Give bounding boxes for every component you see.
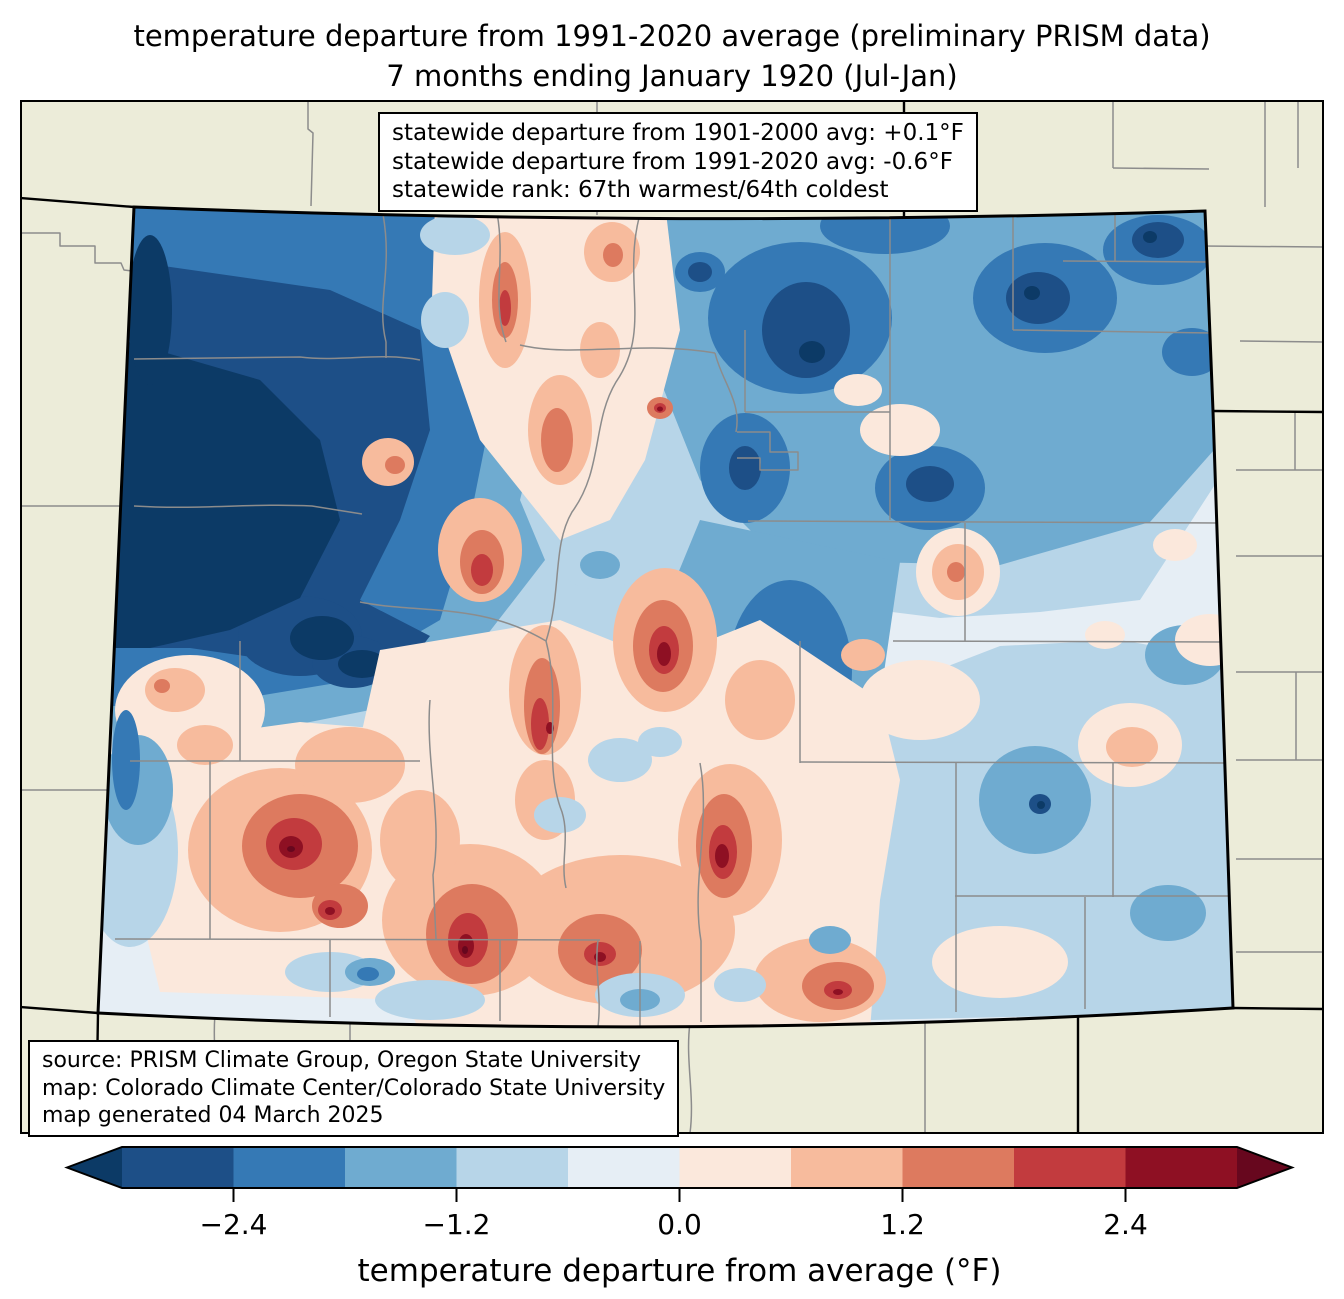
temperature-contours — [98, 207, 1233, 1027]
colorado-state-border — [96, 205, 1235, 1029]
stats-line-rank: statewide rank: 67th warmest/64th coldes… — [392, 177, 889, 203]
tick-label: −2.4 — [200, 1208, 268, 1241]
stats-box: statewide departure from 1901-2000 avg: … — [378, 112, 978, 212]
tick-label: 2.4 — [1103, 1208, 1148, 1241]
tick-label: 1.2 — [880, 1208, 925, 1241]
page-title: temperature departure from 1991-2020 ave… — [0, 16, 1344, 96]
colorbar-under-arrow — [67, 1147, 122, 1188]
stats-line-1901-2000: statewide departure from 1901-2000 avg: … — [392, 120, 964, 146]
source-line: source: PRISM Climate Group, Oregon Stat… — [42, 1048, 642, 1073]
title-line-1: temperature departure from 1991-2020 ave… — [133, 19, 1211, 53]
tick-label: −1.2 — [423, 1208, 491, 1241]
colorbar-tick-labels: −2.4 −1.2 0.0 1.2 2.4 — [200, 1208, 1148, 1241]
map-credit-line: map: Colorado Climate Center/Colorado St… — [42, 1075, 666, 1101]
colorado-county-lines — [114, 212, 1233, 1027]
title-line-2: 7 months ending January 1920 (Jul-Jan) — [386, 59, 958, 93]
generated-date-line: map generated 04 March 2025 — [42, 1103, 384, 1128]
colorbar-axis-label: temperature departure from average (°F) — [358, 1253, 1002, 1289]
stats-line-1991-2020: statewide departure from 1991-2020 avg: … — [392, 148, 953, 175]
colorbar-segments — [67, 1147, 1292, 1188]
colorbar-outline — [64, 1146, 1295, 1189]
source-box: source: PRISM Climate Group, Oregon Stat… — [28, 1040, 680, 1137]
colorbar: −2.4 −1.2 0.0 1.2 2.4 temperature depart… — [64, 1146, 1295, 1289]
colorbar-tick-marks — [232, 1188, 1127, 1202]
colorbar-over-arrow — [1237, 1147, 1292, 1188]
tick-label: 0.0 — [657, 1208, 702, 1241]
neighbor-county-lines — [21, 101, 1323, 1133]
